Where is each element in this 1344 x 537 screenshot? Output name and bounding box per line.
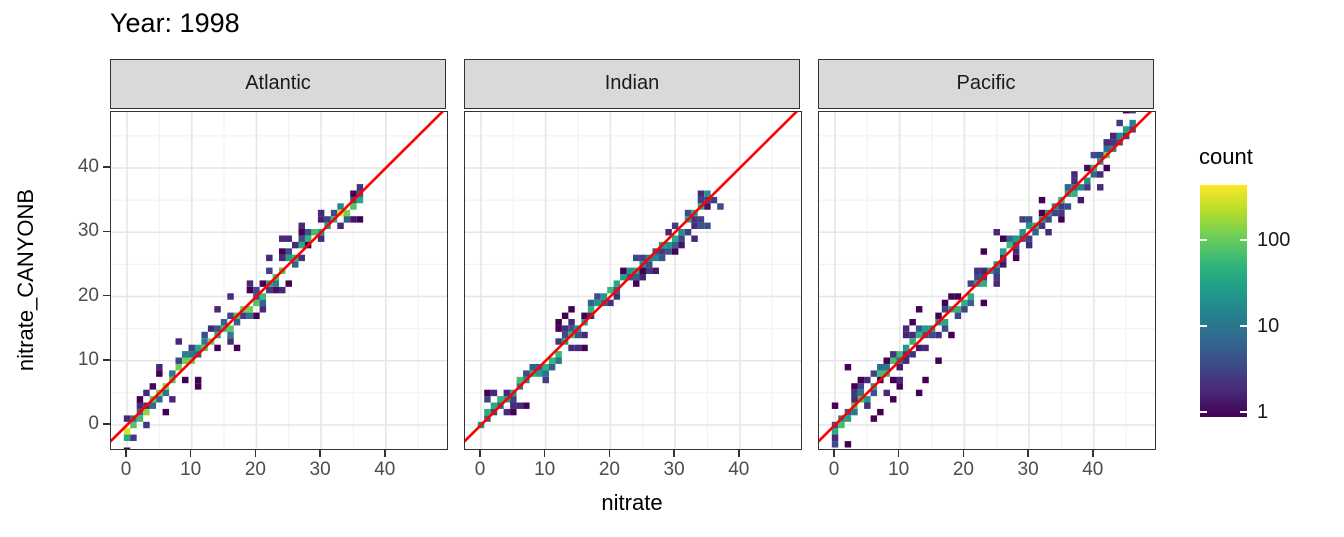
x-tick-mark (897, 450, 900, 457)
facet-label-indian: Indian (604, 72, 660, 94)
facet-panel-pacific (818, 111, 1156, 450)
x-tick-mark (479, 450, 481, 457)
y-tick-mark (103, 423, 110, 425)
y-tick-mark (103, 230, 110, 232)
x-tick-mark (833, 450, 835, 457)
x-tick-mark (384, 450, 386, 457)
facet-strip-pacific: Pacific (818, 59, 1154, 109)
x-tick-label: 10 (534, 459, 556, 480)
x-tick-label: 40 (1082, 459, 1104, 480)
x-tick-label: 30 (1017, 459, 1039, 480)
plot-title: Year: 1998 (110, 8, 240, 38)
x-tick-mark (125, 450, 127, 457)
x-tick-mark (254, 450, 257, 457)
x-tick-mark (319, 450, 321, 457)
y-axis-title: nitrate_CANYONB (13, 188, 38, 372)
x-tick-label: 40 (374, 459, 396, 480)
x-tick-label: 0 (120, 459, 132, 480)
panel-canvas-pacific (819, 112, 1155, 449)
x-tick-label: 40 (728, 459, 750, 480)
x-tick-mark (608, 450, 611, 457)
y-tick-label: 30 (77, 220, 99, 242)
x-tick-label: 10 (180, 459, 202, 480)
x-tick-mark (673, 450, 675, 457)
legend-tick-label: 100 (1257, 229, 1291, 251)
panel-canvas-atlantic (111, 112, 447, 449)
facet-panel-atlantic (110, 111, 448, 450)
legend-tick-mark (1240, 410, 1247, 413)
y-tick-mark (103, 166, 110, 168)
x-tick-mark (738, 450, 740, 457)
facet-label-atlantic: Atlantic (245, 72, 311, 94)
bins-layer (831, 112, 1136, 448)
y-tick-mark (103, 359, 110, 361)
x-tick-mark (1027, 450, 1029, 457)
x-tick-label: 20 (952, 459, 974, 480)
identity-line (111, 112, 445, 443)
x-tick-mark (543, 450, 546, 457)
panel-canvas-indian (465, 112, 801, 449)
y-tick-label: 20 (77, 284, 99, 306)
x-tick-mark (189, 450, 192, 457)
legend-tick-label: 10 (1257, 314, 1280, 337)
facet-label-pacific: Pacific (956, 72, 1016, 94)
x-tick-mark (962, 450, 965, 457)
legend-tick-mark (1200, 324, 1207, 327)
facet-strip-atlantic: Atlantic (110, 59, 446, 109)
identity-line (819, 112, 1153, 443)
legend-tick-label: 1 (1257, 400, 1269, 423)
x-tick-label: 20 (598, 459, 620, 480)
facet-panel-indian (464, 111, 802, 450)
legend-tick-mark (1240, 324, 1247, 327)
x-tick-label: 10 (888, 459, 910, 480)
x-tick-label: 0 (828, 459, 840, 480)
x-tick-label: 30 (663, 459, 685, 480)
bins-layer (123, 184, 364, 449)
y-tick-label: 40 (77, 156, 99, 177)
x-tick-label: 30 (309, 459, 331, 480)
facet-strip-indian: Indian (464, 59, 800, 109)
y-tick-mark (103, 294, 110, 297)
y-tick-label: 10 (77, 348, 99, 370)
identity-line (465, 112, 799, 443)
legend-colorbar (1200, 185, 1247, 417)
x-tick-mark (1092, 450, 1094, 457)
legend-tick-mark (1200, 239, 1207, 241)
y-tick-label: 0 (88, 413, 99, 434)
x-tick-label: 20 (244, 459, 266, 480)
legend-tick-mark (1200, 410, 1207, 413)
legend-title: count (1199, 144, 1253, 169)
legend-tick-mark (1240, 239, 1247, 241)
x-tick-label: 0 (474, 459, 486, 480)
x-axis-title: nitrate (601, 490, 663, 515)
